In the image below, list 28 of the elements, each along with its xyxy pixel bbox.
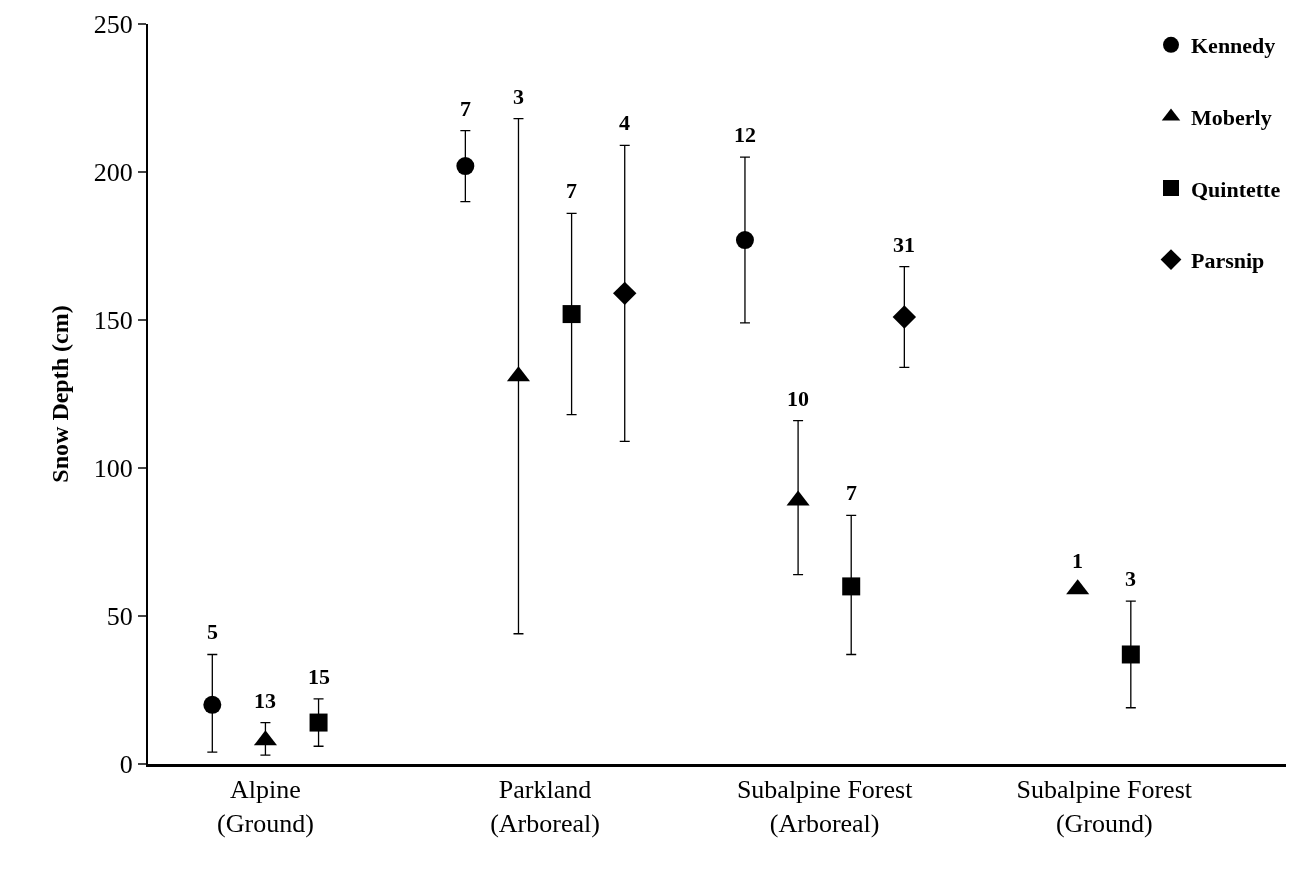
- y-tick-label: 50: [106, 602, 133, 632]
- annotation: 31: [893, 232, 915, 257]
- x-tick-label: Subalpine Forest (Ground): [1016, 774, 1193, 838]
- annotation: 3: [1125, 566, 1136, 591]
- y-tick-label: 100: [93, 454, 133, 484]
- x-tick-label: Alpine (Ground): [217, 774, 314, 838]
- annotation: 7: [846, 480, 857, 505]
- y-tick-label: 0: [119, 750, 133, 780]
- y-tick-label: 150: [93, 306, 133, 336]
- annotation: 15: [308, 664, 330, 689]
- y-tick-label: 200: [93, 158, 133, 188]
- annotation: 5: [207, 619, 218, 644]
- annotation: 13: [254, 688, 276, 713]
- annotation: 3: [513, 84, 524, 109]
- x-tick-label: Subalpine Forest (Arboreal): [736, 774, 914, 838]
- x-tick-label: Parkland (Arboreal): [490, 774, 600, 838]
- annotation: 4: [619, 110, 630, 135]
- legend-label: Moberly: [1191, 104, 1272, 130]
- annotation: 7: [566, 178, 577, 203]
- annotation: 12: [734, 122, 756, 147]
- legend-label: Parsnip: [1191, 248, 1265, 274]
- annotation: 10: [787, 386, 809, 411]
- legend-label: Quintette: [1191, 176, 1281, 202]
- y-tick-label: 250: [93, 10, 133, 40]
- annotation: 7: [460, 96, 471, 121]
- y-axis-title: Snow Depth (cm): [47, 305, 74, 483]
- legend-label: Kennedy: [1191, 33, 1276, 59]
- annotation: 1: [1072, 548, 1083, 573]
